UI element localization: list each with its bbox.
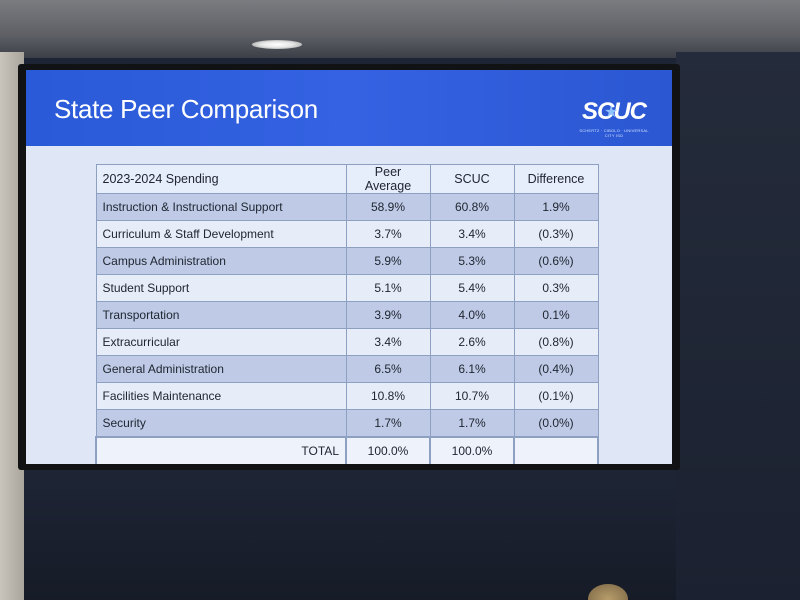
total-scuc: 100.0% xyxy=(429,435,515,464)
table-row: Security 1.7% 1.7% (0.0%) xyxy=(95,409,599,437)
total-row: TOTAL 100.0% 100.0% xyxy=(95,435,599,464)
table-row: Campus Administration 5.9% 5.3% (0.6%) xyxy=(95,247,599,275)
ceiling xyxy=(0,0,800,58)
row-difference: (0.8%) xyxy=(513,328,599,356)
row-peer-average: 3.4% xyxy=(345,328,431,356)
header-difference: Difference xyxy=(513,164,599,194)
slide-banner: State Peer Comparison SCUC ★ SCHERTZ · C… xyxy=(26,70,672,146)
table-row: Extracurricular 3.4% 2.6% (0.8%) xyxy=(95,328,599,356)
row-category: General Administration xyxy=(95,355,347,383)
row-scuc: 10.7% xyxy=(429,382,515,410)
row-category: Transportation xyxy=(95,301,347,329)
row-difference: (0.4%) xyxy=(513,355,599,383)
row-peer-average: 5.1% xyxy=(345,274,431,302)
slide-title: State Peer Comparison xyxy=(54,94,318,124)
table-row: Facilities Maintenance 10.8% 10.7% (0.1%… xyxy=(95,382,599,410)
audience-head xyxy=(588,584,628,600)
total-difference xyxy=(513,435,599,464)
header-category: 2023-2024 Spending xyxy=(95,164,347,194)
spending-table: 2023-2024 Spending Peer Average SCUC Dif… xyxy=(95,164,599,464)
presentation-screen: State Peer Comparison SCUC ★ SCHERTZ · C… xyxy=(26,70,672,464)
row-scuc: 2.6% xyxy=(429,328,515,356)
right-wall xyxy=(676,52,800,600)
table-row: General Administration 6.5% 6.1% (0.4%) xyxy=(95,355,599,383)
row-peer-average: 10.8% xyxy=(345,382,431,410)
total-peer-average: 100.0% xyxy=(345,435,431,464)
star-icon: ★ xyxy=(604,104,619,121)
row-category: Student Support xyxy=(95,274,347,302)
row-peer-average: 1.7% xyxy=(345,409,431,437)
row-category: Security xyxy=(95,409,347,437)
row-peer-average: 3.9% xyxy=(345,301,431,329)
logo-text: SCUC xyxy=(581,98,647,125)
table-header-row: 2023-2024 Spending Peer Average SCUC Dif… xyxy=(95,164,599,194)
row-scuc: 5.3% xyxy=(429,247,515,275)
row-category: Campus Administration xyxy=(95,247,347,275)
ceiling-light xyxy=(252,40,302,49)
logo-tagline: SCHERTZ · CIBOLO · UNIVERSAL CITY ISD xyxy=(579,128,649,138)
total-label: TOTAL xyxy=(95,435,347,464)
row-scuc: 6.1% xyxy=(429,355,515,383)
row-category: Facilities Maintenance xyxy=(95,382,347,410)
row-difference: (0.0%) xyxy=(513,409,599,437)
lower-wall xyxy=(24,468,676,600)
row-peer-average: 3.7% xyxy=(345,220,431,248)
scuc-logo: SCUC ★ SCHERTZ · CIBOLO · UNIVERSAL CITY… xyxy=(574,98,654,138)
header-scuc: SCUC xyxy=(429,164,515,194)
row-peer-average: 58.9% xyxy=(345,193,431,221)
header-peer-average: Peer Average xyxy=(345,164,431,194)
row-difference: (0.1%) xyxy=(513,382,599,410)
row-category: Extracurricular xyxy=(95,328,347,356)
table-row: Curriculum & Staff Development 3.7% 3.4%… xyxy=(95,220,599,248)
row-scuc: 60.8% xyxy=(429,193,515,221)
row-difference: 1.9% xyxy=(513,193,599,221)
row-difference: 0.1% xyxy=(513,301,599,329)
row-peer-average: 5.9% xyxy=(345,247,431,275)
table-row: Instruction & Instructional Support 58.9… xyxy=(95,193,599,221)
row-difference: (0.6%) xyxy=(513,247,599,275)
row-peer-average: 6.5% xyxy=(345,355,431,383)
row-category: Instruction & Instructional Support xyxy=(95,193,347,221)
row-difference: (0.3%) xyxy=(513,220,599,248)
row-scuc: 4.0% xyxy=(429,301,515,329)
row-category: Curriculum & Staff Development xyxy=(95,220,347,248)
table-row: Student Support 5.1% 5.4% 0.3% xyxy=(95,274,599,302)
row-difference: 0.3% xyxy=(513,274,599,302)
row-scuc: 5.4% xyxy=(429,274,515,302)
table-row: Transportation 3.9% 4.0% 0.1% xyxy=(95,301,599,329)
row-scuc: 1.7% xyxy=(429,409,515,437)
row-scuc: 3.4% xyxy=(429,220,515,248)
